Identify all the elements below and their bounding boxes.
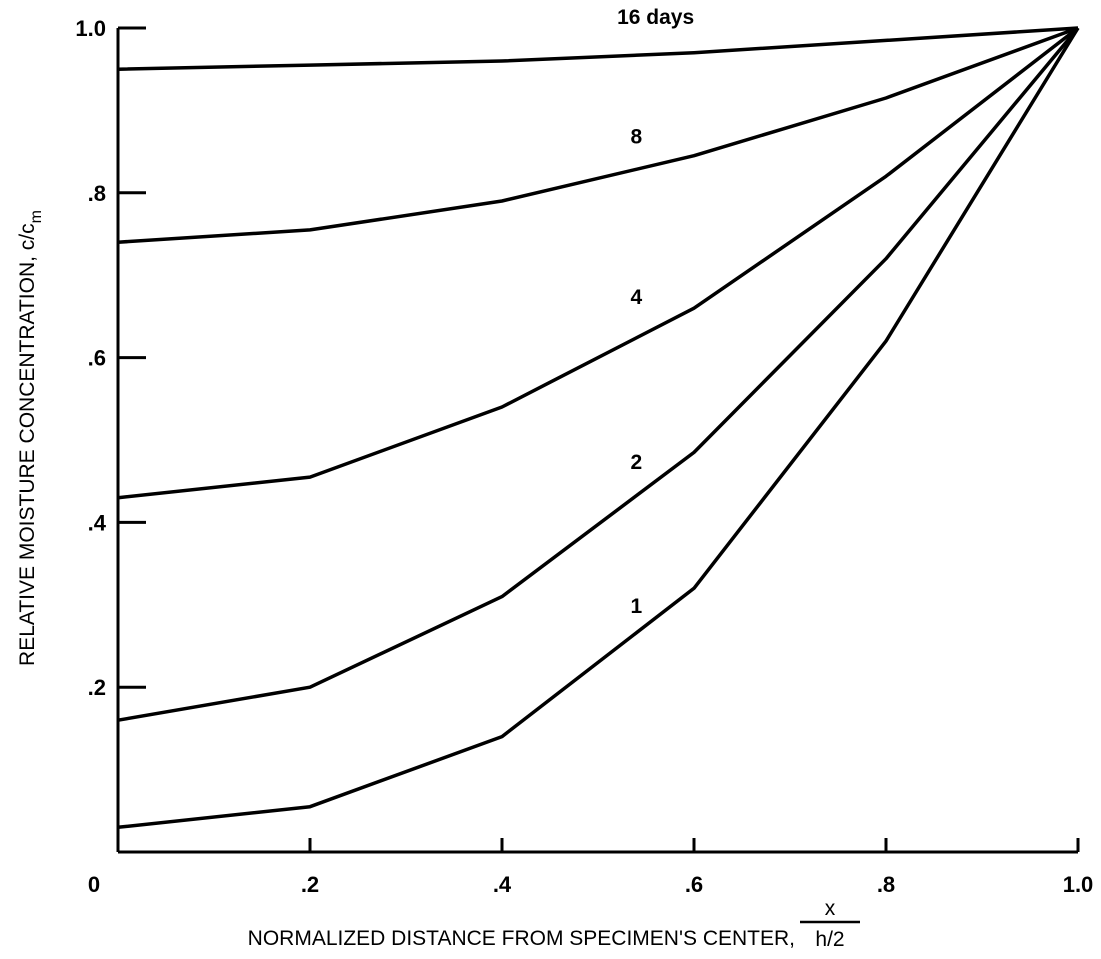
x-tick-label-4: .8 — [877, 872, 895, 897]
axes — [116, 28, 1078, 854]
series-line-1 — [117, 26, 1079, 244]
series-line-0 — [117, 26, 1079, 71]
series-group — [117, 26, 1080, 830]
y-tick-label-2: .6 — [88, 346, 106, 371]
y-tick-label-0: .2 — [88, 675, 106, 700]
y-tick-label-3: .8 — [88, 181, 106, 206]
y-axis-label: RELATIVE MOISTURE CONCENTRATION, c/cm — [16, 210, 45, 666]
series-label-0: 16 days — [617, 6, 694, 29]
series-label-3: 2 — [631, 451, 643, 474]
x-tick-label-1: .2 — [301, 872, 319, 897]
y-tick-label-4: 1.0 — [75, 16, 106, 41]
series-line-3 — [117, 26, 1080, 722]
x-tick-label-3: .6 — [685, 872, 703, 897]
y-axis-label-group: RELATIVE MOISTURE CONCENTRATION, c/cm — [16, 210, 45, 666]
x-tick-label-2: .4 — [493, 872, 512, 897]
x-axis-label-numerator: x — [825, 897, 836, 920]
y-tick-label-1: .4 — [88, 510, 107, 535]
x-tick-label-0: 0 — [88, 872, 100, 897]
series-line-4 — [117, 27, 1080, 830]
labels-group: 16 days 8 4 2 1 — [617, 6, 694, 618]
series-label-1: 8 — [631, 125, 643, 148]
series-label-4: 1 — [631, 595, 643, 618]
y-axis-label-subscript: m — [28, 210, 45, 223]
series-label-2: 4 — [631, 286, 643, 309]
ticks: 0 .2 .4 .6 .8 1.0 .2 .4 .6 .8 1.0 — [75, 16, 1093, 897]
y-axis-label-main: RELATIVE MOISTURE CONCENTRATION, c/c — [16, 223, 39, 666]
series-line-2 — [117, 26, 1080, 500]
x-axis-label-denominator: h/2 — [815, 928, 844, 951]
x-axis-label: NORMALIZED DISTANCE FROM SPECIMEN'S CENT… — [248, 927, 795, 950]
x-tick-label-5: 1.0 — [1063, 872, 1094, 897]
